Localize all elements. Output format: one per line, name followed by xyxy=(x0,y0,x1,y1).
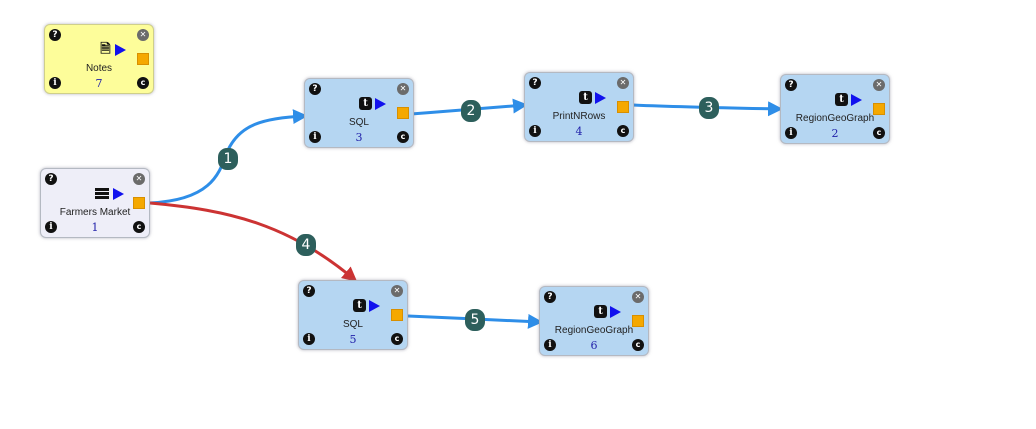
edge-badge-2[interactable]: 2 xyxy=(461,100,481,122)
node-id: 2 xyxy=(831,127,839,140)
edge-badge-1[interactable]: 1 xyxy=(218,148,238,170)
copy-icon[interactable]: c xyxy=(617,125,629,137)
node-label: RegionGeoGraph xyxy=(795,113,875,124)
node-notes[interactable]: ? ✕ 🗎 Notes 7 i c xyxy=(44,24,154,94)
close-icon[interactable]: ✕ xyxy=(137,29,149,41)
help-icon[interactable]: ? xyxy=(544,291,556,303)
info-icon[interactable]: i xyxy=(544,339,556,351)
info-icon[interactable]: i xyxy=(49,77,61,89)
node-id: 3 xyxy=(355,131,363,144)
copy-icon[interactable]: c xyxy=(133,221,145,233)
node-id: 1 xyxy=(91,221,99,234)
node-farmers-market[interactable]: ? ✕ Farmers Market 1 i c xyxy=(40,168,150,238)
table-t-icon: t xyxy=(359,97,372,110)
document-icon: 🗎 xyxy=(100,42,111,57)
help-icon[interactable]: ? xyxy=(45,173,57,185)
node-sql-5[interactable]: ? ✕ t SQL 5 i c xyxy=(298,280,408,350)
close-icon[interactable]: ✕ xyxy=(617,77,629,89)
edge-4[interactable] xyxy=(149,201,358,282)
copy-icon[interactable]: c xyxy=(632,339,644,351)
node-regiongeograph-6[interactable]: ? ✕ t RegionGeoGraph 6 i c xyxy=(539,286,649,356)
help-icon[interactable]: ? xyxy=(303,285,315,297)
info-icon[interactable]: i xyxy=(309,131,321,143)
close-icon[interactable]: ✕ xyxy=(397,83,409,95)
table-t-icon: t xyxy=(594,305,607,318)
node-id: 4 xyxy=(575,125,583,138)
edge-badge-5[interactable]: 5 xyxy=(465,309,485,331)
help-icon[interactable]: ? xyxy=(309,83,321,95)
help-icon[interactable]: ? xyxy=(49,29,61,41)
node-sql-3[interactable]: ? ✕ t SQL 3 i c xyxy=(304,78,414,148)
node-label: PrintNRows xyxy=(552,111,606,122)
output-port[interactable] xyxy=(391,309,403,321)
help-icon[interactable]: ? xyxy=(529,77,541,89)
run-icon[interactable] xyxy=(851,94,862,106)
node-id: 7 xyxy=(95,77,103,90)
help-icon[interactable]: ? xyxy=(785,79,797,91)
node-id: 5 xyxy=(349,333,357,346)
output-port[interactable] xyxy=(873,103,885,115)
table-t-icon: t xyxy=(579,91,592,104)
output-port[interactable] xyxy=(133,197,145,209)
output-port[interactable] xyxy=(632,315,644,327)
info-icon[interactable]: i xyxy=(45,221,57,233)
table-t-icon: t xyxy=(835,93,848,106)
close-icon[interactable]: ✕ xyxy=(632,291,644,303)
close-icon[interactable]: ✕ xyxy=(873,79,885,91)
info-icon[interactable]: i xyxy=(529,125,541,137)
copy-icon[interactable]: c xyxy=(873,127,885,139)
output-port[interactable] xyxy=(137,53,149,65)
node-id: 6 xyxy=(590,339,598,352)
close-icon[interactable]: ✕ xyxy=(133,173,145,185)
run-icon[interactable] xyxy=(369,300,380,312)
edge-badge-4[interactable]: 4 xyxy=(296,234,316,256)
table-t-icon: t xyxy=(353,299,366,312)
edge-badge-3[interactable]: 3 xyxy=(699,97,719,119)
info-icon[interactable]: i xyxy=(785,127,797,139)
output-port[interactable] xyxy=(617,101,629,113)
copy-icon[interactable]: c xyxy=(397,131,409,143)
run-icon[interactable] xyxy=(113,188,124,200)
run-icon[interactable] xyxy=(375,98,386,110)
info-icon[interactable]: i xyxy=(303,333,315,345)
output-port[interactable] xyxy=(397,107,409,119)
node-printnrows-4[interactable]: ? ✕ t PrintNRows 4 i c xyxy=(524,72,634,142)
node-label: Farmers Market xyxy=(59,207,131,218)
run-icon[interactable] xyxy=(115,44,126,56)
list-icon xyxy=(95,187,109,200)
node-label: SQL xyxy=(348,117,369,128)
node-regiongeograph-2[interactable]: ? ✕ t RegionGeoGraph 2 i c xyxy=(780,74,890,144)
run-icon[interactable] xyxy=(610,306,621,318)
node-label: Notes xyxy=(85,63,113,74)
copy-icon[interactable]: c xyxy=(391,333,403,345)
node-label: RegionGeoGraph xyxy=(554,325,634,336)
node-label: SQL xyxy=(342,319,363,330)
run-icon[interactable] xyxy=(595,92,606,104)
close-icon[interactable]: ✕ xyxy=(391,285,403,297)
copy-icon[interactable]: c xyxy=(137,77,149,89)
